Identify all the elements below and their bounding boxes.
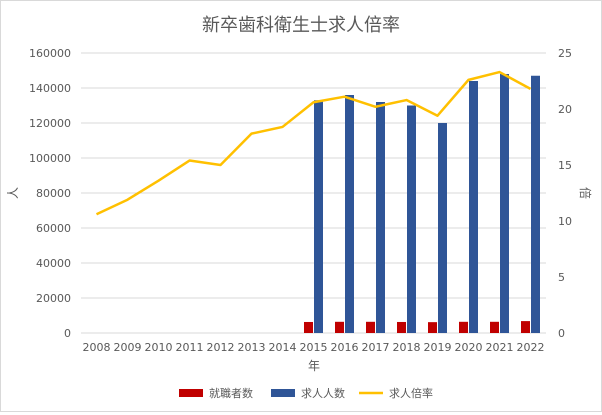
left-tick-label: 40000 (36, 257, 71, 270)
left-tick-label: 60000 (36, 222, 71, 235)
bar-job-openings (376, 102, 385, 333)
x-tick-label: 2016 (331, 341, 359, 354)
bar-employed (397, 321, 406, 333)
legend-swatch-bar (179, 389, 203, 397)
right-tick-label: 10 (558, 215, 572, 228)
legend-label: 求人倍率 (389, 386, 433, 400)
bar-employed (490, 321, 499, 333)
legend: 就職者数 求人人数 求人倍率 (179, 386, 433, 400)
right-tick-label: 15 (558, 159, 572, 172)
gridlines (81, 52, 546, 334)
bar-employed (428, 322, 437, 333)
bar-job-openings (345, 95, 354, 333)
x-tick-label: 2018 (393, 341, 421, 354)
x-tick-label: 2010 (145, 341, 173, 354)
line-group (95, 70, 532, 216)
x-tick-label: 2009 (114, 341, 142, 354)
left-tick-label: 80000 (36, 187, 71, 200)
legend-label: 求人人数 (301, 387, 345, 400)
bar-employed (459, 321, 468, 333)
left-tick-label: 20000 (36, 292, 71, 305)
x-tick-label: 2021 (486, 341, 514, 354)
left-axis-ticks: 0 20000 40000 60000 80000 100000 120000 140000 1… (29, 47, 71, 340)
bar-employed (366, 321, 375, 333)
bar-employed (335, 321, 344, 333)
right-tick-label: 5 (558, 271, 565, 284)
x-tick-label: 2013 (238, 341, 266, 354)
bar-employed (521, 321, 530, 333)
legend-swatch-bar (271, 389, 295, 397)
x-tick-label: 2020 (455, 341, 483, 354)
right-axis-ticks: 0 5 10 15 20 25 (558, 47, 572, 340)
left-tick-label: 160000 (29, 47, 71, 60)
bar-job-openings (438, 123, 447, 333)
x-tick-label: 2015 (300, 341, 328, 354)
bar-group (304, 74, 540, 333)
left-tick-label: 100000 (29, 152, 71, 165)
y-axis-right-label: 倍 (578, 187, 593, 199)
y-axis-left-label: 人 (6, 187, 20, 199)
bar-job-openings (500, 74, 509, 333)
bar-job-openings (314, 100, 323, 333)
right-tick-label: 25 (558, 47, 572, 60)
left-tick-label: 140000 (29, 82, 71, 95)
bar-job-openings (469, 81, 478, 333)
bar-job-openings (531, 75, 540, 333)
right-tick-label: 20 (558, 103, 572, 116)
left-tick-label: 120000 (29, 117, 71, 130)
x-tick-label: 2011 (176, 341, 204, 354)
right-tick-label: 0 (558, 327, 565, 340)
x-tick-label: 2022 (517, 341, 545, 354)
x-tick-label: 2019 (424, 341, 452, 354)
legend-label: 就職者数 (209, 386, 253, 400)
bar-job-openings (407, 105, 416, 333)
x-tick-label: 2008 (83, 341, 111, 354)
x-tick-label: 2012 (207, 341, 235, 354)
left-tick-label: 0 (64, 327, 71, 340)
x-tick-label: 2014 (269, 341, 297, 354)
x-axis-label: 年 (308, 359, 320, 373)
x-tick-label: 2017 (362, 341, 390, 354)
ratio-line (95, 70, 532, 216)
x-axis-ticks: 2008 2009 2010 2011 2012 2013 2014 2015 2016 2017… (83, 341, 545, 354)
chart-title: 新卒歯科衛生士求人倍率 (202, 15, 400, 36)
bar-employed (304, 321, 313, 333)
